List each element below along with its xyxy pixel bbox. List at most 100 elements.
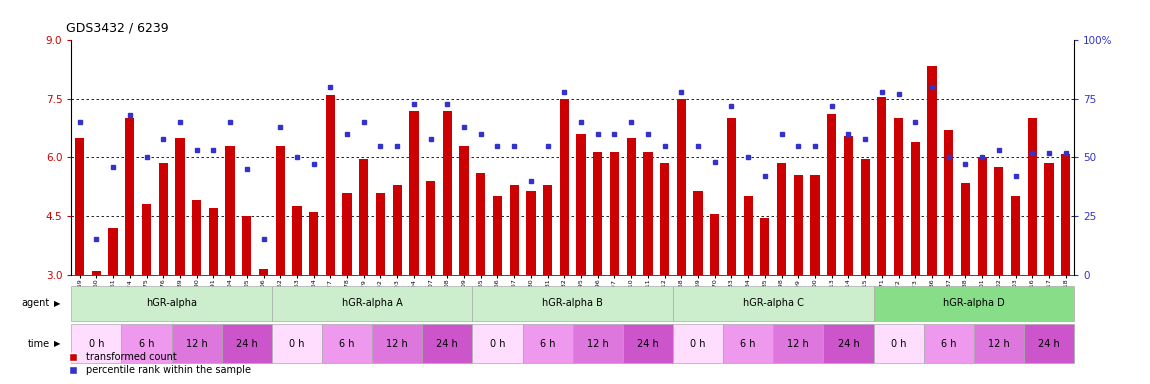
Bar [1044, 163, 1053, 275]
Text: GDS3432 / 6239: GDS3432 / 6239 [66, 22, 168, 35]
Bar [676, 99, 685, 275]
Bar [509, 185, 519, 275]
Bar [723, 324, 773, 363]
Bar [944, 130, 953, 275]
Bar [209, 208, 218, 275]
Text: 12 h: 12 h [186, 339, 207, 349]
Bar [292, 206, 301, 275]
Text: 0 h: 0 h [690, 339, 706, 349]
Bar [71, 324, 122, 363]
Bar [473, 324, 522, 363]
Bar [476, 173, 485, 275]
Text: 0 h: 0 h [891, 339, 906, 349]
Bar [325, 95, 335, 275]
Bar [911, 142, 920, 275]
Bar [844, 136, 853, 275]
Bar [1028, 118, 1037, 275]
Text: 0 h: 0 h [89, 339, 105, 349]
Bar [744, 197, 753, 275]
Bar [426, 181, 435, 275]
Text: hGR-alpha A: hGR-alpha A [342, 298, 402, 308]
Bar [773, 324, 823, 363]
Bar [860, 159, 869, 275]
Bar [673, 324, 723, 363]
Text: 12 h: 12 h [988, 339, 1010, 349]
Text: 24 h: 24 h [1038, 339, 1060, 349]
Text: 6 h: 6 h [139, 339, 154, 349]
Bar [711, 214, 720, 275]
Bar [576, 134, 585, 275]
Bar [978, 157, 987, 275]
Bar [522, 324, 573, 363]
Bar [141, 204, 151, 275]
Text: 6 h: 6 h [741, 339, 756, 349]
Bar [159, 163, 168, 275]
Bar [225, 146, 235, 275]
Bar [693, 190, 703, 275]
Bar [995, 167, 1004, 275]
Bar [877, 97, 887, 275]
Bar [359, 159, 368, 275]
Text: 0 h: 0 h [490, 339, 505, 349]
Bar [961, 183, 971, 275]
Text: hGR-alpha: hGR-alpha [146, 298, 197, 308]
Bar [974, 324, 1024, 363]
Bar [271, 324, 322, 363]
Text: 12 h: 12 h [386, 339, 408, 349]
Bar [92, 271, 101, 275]
Bar [309, 212, 319, 275]
Bar [623, 324, 673, 363]
Bar [527, 190, 536, 275]
Bar [1011, 197, 1020, 275]
Text: 6 h: 6 h [339, 339, 355, 349]
Bar [874, 286, 1074, 321]
Text: 24 h: 24 h [236, 339, 258, 349]
Bar [409, 111, 419, 275]
Bar [392, 185, 401, 275]
Bar [1061, 154, 1071, 275]
Bar [894, 118, 903, 275]
Bar [473, 286, 673, 321]
Text: 12 h: 12 h [586, 339, 608, 349]
Text: 24 h: 24 h [437, 339, 458, 349]
Bar [660, 163, 669, 275]
Text: time: time [28, 339, 49, 349]
Bar [643, 152, 652, 275]
Bar [823, 324, 874, 363]
Bar [122, 324, 171, 363]
Bar [322, 324, 373, 363]
Legend: transformed count, percentile rank within the sample: transformed count, percentile rank withi… [64, 348, 255, 379]
Bar [276, 146, 285, 275]
Bar [271, 286, 473, 321]
Bar [125, 118, 135, 275]
Bar [192, 200, 201, 275]
Text: ▶: ▶ [54, 299, 61, 308]
Bar [71, 286, 271, 321]
Text: hGR-alpha B: hGR-alpha B [543, 298, 603, 308]
Bar [460, 146, 469, 275]
Text: 24 h: 24 h [837, 339, 859, 349]
Bar [777, 163, 787, 275]
Bar [727, 118, 736, 275]
Bar [171, 324, 222, 363]
Text: 6 h: 6 h [539, 339, 555, 349]
Text: 6 h: 6 h [941, 339, 957, 349]
Bar [376, 193, 385, 275]
Text: 0 h: 0 h [289, 339, 305, 349]
Text: hGR-alpha C: hGR-alpha C [743, 298, 804, 308]
Bar [222, 324, 271, 363]
Text: hGR-alpha D: hGR-alpha D [943, 298, 1005, 308]
Bar [259, 269, 268, 275]
Bar [610, 152, 619, 275]
Bar [811, 175, 820, 275]
Bar [593, 152, 603, 275]
Bar [373, 324, 422, 363]
Bar [560, 99, 569, 275]
Bar [543, 185, 552, 275]
Bar [422, 324, 473, 363]
Bar [108, 228, 117, 275]
Bar [827, 114, 836, 275]
Bar [443, 111, 452, 275]
Bar [673, 286, 874, 321]
Bar [793, 175, 803, 275]
